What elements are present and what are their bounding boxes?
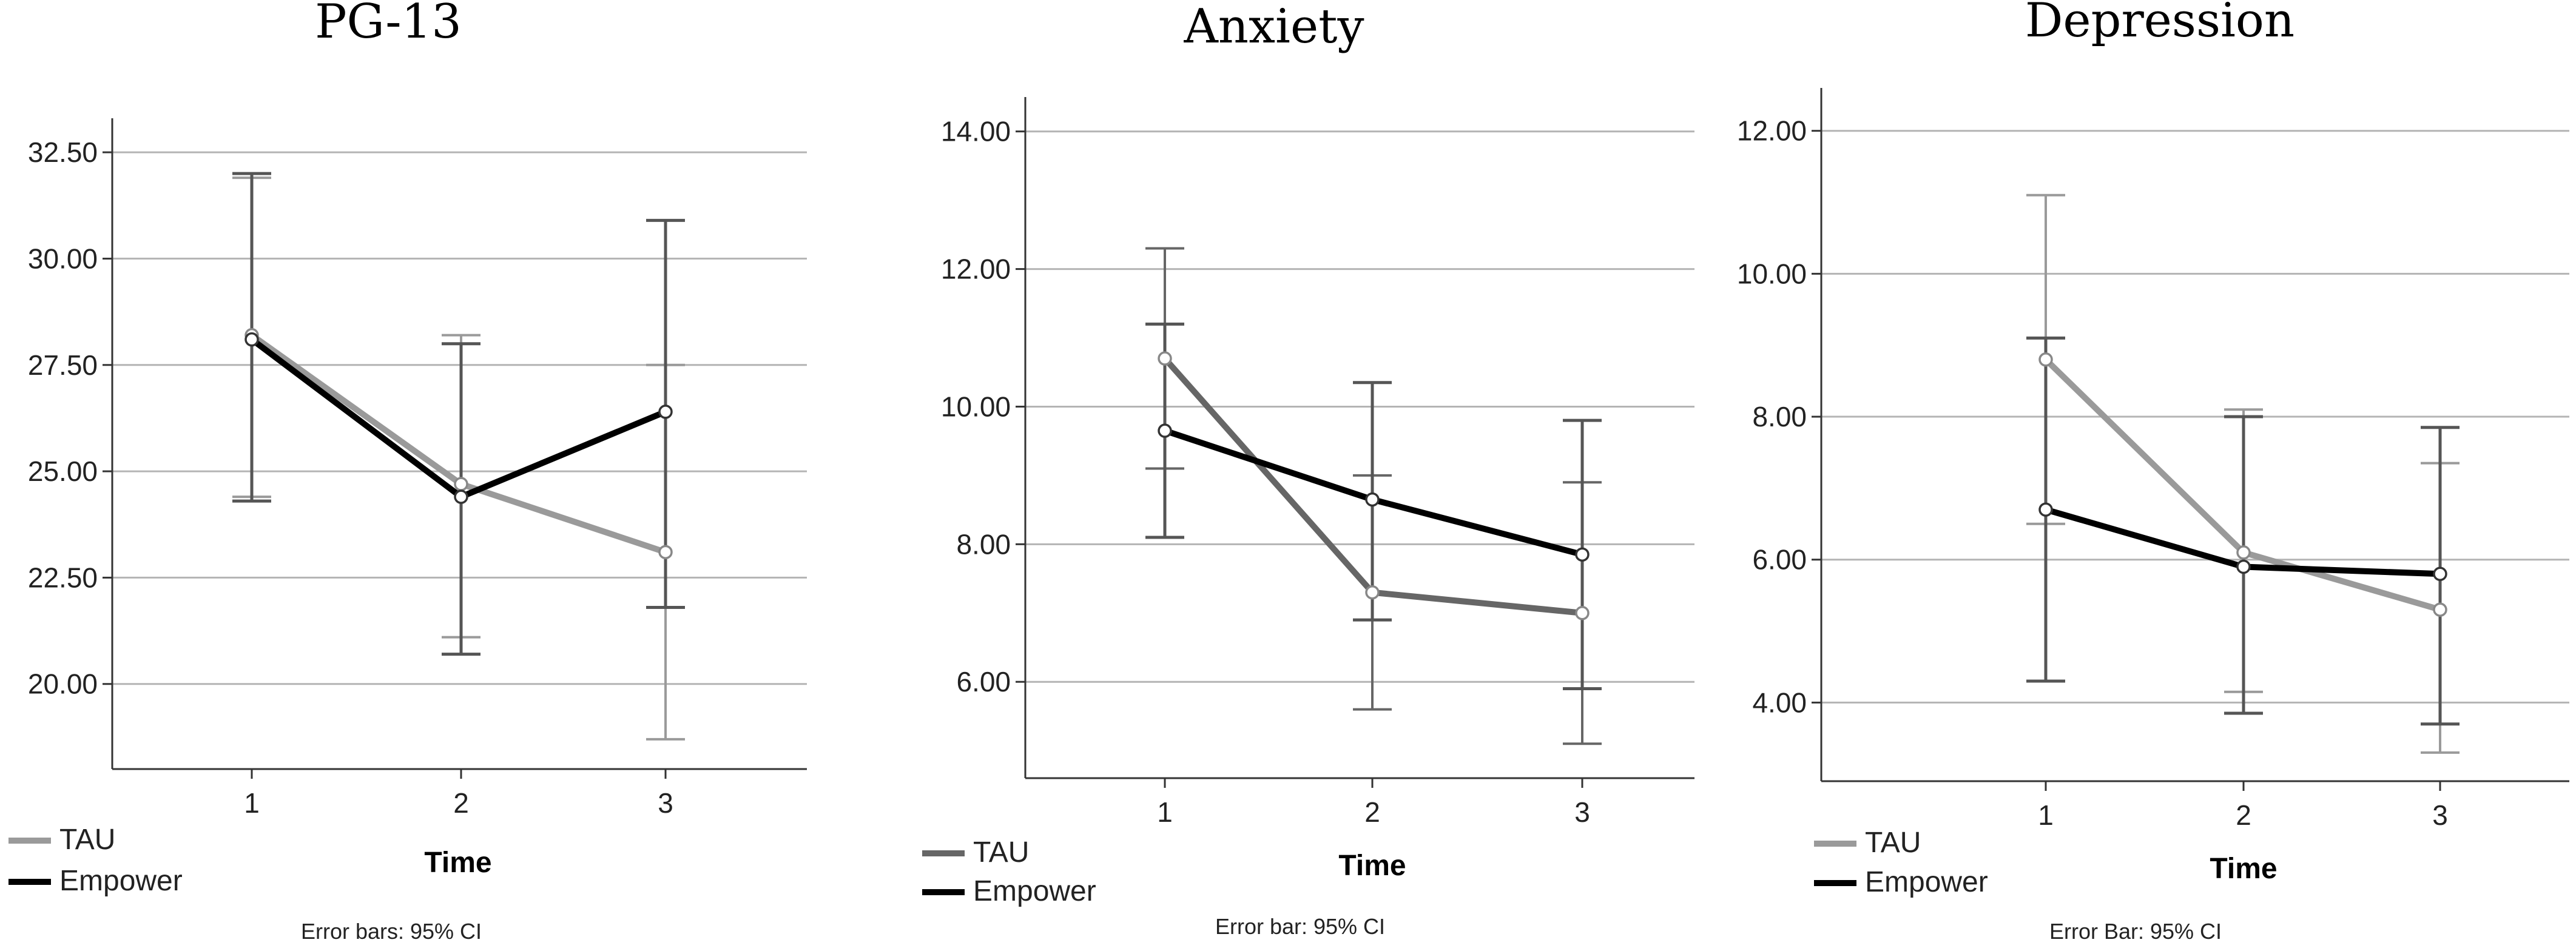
y-tick-label: 6.00	[956, 666, 1011, 697]
x-axis-label: Time	[2210, 853, 2277, 885]
y-tick-label: 10.00	[1737, 258, 1807, 289]
legend-label: TAU	[973, 836, 1029, 869]
legend-label: Empower	[973, 875, 1096, 907]
data-point-tau	[1365, 585, 1380, 600]
x-tick-label: 3	[1574, 796, 1590, 828]
legend-label: TAU	[59, 824, 115, 856]
x-axis-label: Time	[424, 847, 491, 879]
chart-panel-3: Depression 12.00 10.00 8.00 6.00 4.00 1 2 3 Time T…	[1737, 0, 2569, 944]
chart-title: Anxiety	[1183, 0, 1364, 54]
y-tick-label: 12.00	[1737, 115, 1807, 147]
y-tick-label: 6.00	[1752, 544, 1807, 576]
x-tick-label: 1	[244, 787, 260, 819]
series-line-empower	[249, 337, 667, 500]
x-axis-label: Time	[1338, 850, 1406, 882]
x-tick-label: 2	[1364, 796, 1380, 828]
data-point-empower	[658, 405, 673, 419]
data-point-empower	[1575, 547, 1590, 562]
data-point-empower	[2038, 502, 2053, 517]
data-point-tau	[1158, 351, 1172, 366]
x-tick-label: 2	[2236, 799, 2251, 831]
data-point-empower	[1365, 492, 1380, 507]
y-tick-label: 25.00	[28, 455, 98, 487]
y-tick-label: 10.00	[941, 391, 1011, 422]
y-tick-label: 20.00	[28, 668, 98, 700]
legend-label: Empower	[59, 865, 183, 897]
series-line-tau	[250, 332, 667, 556]
legend-label: Empower	[1865, 866, 1988, 898]
x-tick-label: 3	[658, 787, 673, 819]
error-bar-note: Error bar: 95% CI	[1215, 914, 1385, 939]
x-tick-label: 1	[2038, 799, 2054, 831]
y-tick-label: 32.50	[28, 136, 98, 168]
x-tick-label: 3	[2432, 799, 2448, 831]
data-point-tau	[1575, 606, 1590, 620]
y-tick-label: 22.50	[28, 562, 98, 593]
y-tick-label: 8.00	[1752, 401, 1807, 432]
data-point-empower	[244, 332, 259, 347]
data-point-empower	[1158, 423, 1172, 438]
x-tick-label: 2	[453, 787, 469, 819]
data-point-tau	[2433, 602, 2447, 617]
y-tick-label: 27.50	[28, 349, 98, 381]
data-point-empower	[2236, 559, 2251, 574]
y-tick-label: 8.00	[956, 528, 1011, 560]
y-tick-label: 30.00	[28, 243, 98, 274]
data-point-empower	[454, 489, 468, 504]
y-tick-label: 14.00	[941, 116, 1011, 147]
data-point-empower	[2433, 566, 2447, 582]
data-point-tau	[2236, 545, 2251, 560]
data-point-tau	[658, 545, 673, 560]
legend-label: TAU	[1865, 827, 1921, 859]
data-point-tau	[2038, 352, 2053, 367]
x-tick-label: 1	[1157, 796, 1173, 828]
error-bar-note: Error Bar: 95% CI	[2049, 919, 2222, 944]
y-tick-label: 4.00	[1752, 687, 1807, 718]
chart-title: PG-13	[315, 0, 462, 49]
chart-panel-1: PG-13 32.50 30.00 27.50 25.00 22.50 20.00 1 2 3 Ti…	[8, 0, 807, 944]
chart-panel-2: Anxiety 14.00 12.00 10.00 8.00 6.00 1 2 3 Time TAU…	[922, 0, 1694, 939]
chart-title: Depression	[2025, 0, 2294, 48]
y-tick-label: 12.00	[941, 254, 1011, 285]
error-bar-note: Error bars: 95% CI	[301, 919, 482, 944]
data-point-tau	[454, 477, 468, 491]
